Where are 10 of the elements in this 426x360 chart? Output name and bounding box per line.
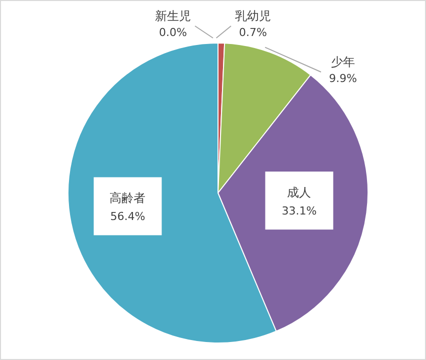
slice-label: 少年	[331, 55, 355, 69]
data-label: 0.7%	[239, 26, 267, 39]
slice-label: 乳幼児	[235, 9, 271, 23]
data-label: 56.4%	[110, 210, 146, 224]
data-label: 9.9%	[329, 72, 357, 85]
slice-label: 成人	[287, 186, 312, 200]
text: 0.0%	[159, 26, 187, 39]
slice-label: 高齢者	[110, 191, 146, 206]
data-label: 33.1%	[282, 204, 317, 218]
category-label: 新生児	[155, 9, 191, 23]
